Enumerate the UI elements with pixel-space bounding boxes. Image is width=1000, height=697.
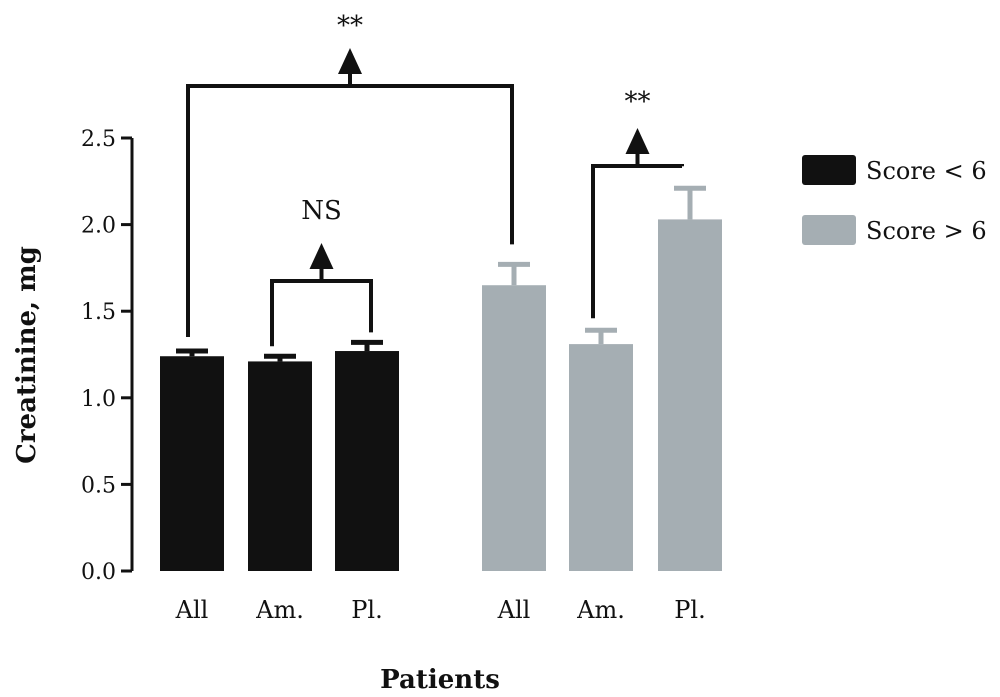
- y-ticks: 0.0 0.5 1.0 1.5 2.0 2.5: [81, 127, 132, 585]
- y-tick-label: 1.5: [81, 300, 116, 325]
- y-tick-label: 0.0: [81, 560, 116, 585]
- axes: Creatinine, mg Patients: [12, 138, 500, 695]
- significance-label: **: [337, 11, 363, 41]
- x-category-label: All: [175, 596, 209, 624]
- x-category-label: All: [497, 596, 531, 624]
- bar-score-lt-6-all: [160, 356, 224, 571]
- arrow-up-icon: [309, 243, 334, 269]
- legend: Score < 6 Score > 6: [802, 155, 987, 245]
- y-tick-label: 1.0: [81, 387, 116, 412]
- legend-swatch: [802, 155, 856, 185]
- x-category-label: Am.: [255, 596, 304, 624]
- x-category-label: Pl.: [351, 596, 382, 624]
- significance-bracket: [270, 279, 373, 347]
- y-tick-label: 2.5: [81, 127, 116, 152]
- x-axis-title: Patients: [380, 665, 500, 695]
- legend-label: Score < 6: [866, 157, 987, 185]
- y-tick-label: 2.0: [81, 214, 116, 239]
- arrow-up-icon: [338, 48, 362, 74]
- x-category-label: Pl.: [674, 596, 705, 624]
- arrow-up-icon: [625, 128, 650, 154]
- significance-label: NS: [301, 196, 342, 226]
- x-category-label: Am.: [576, 596, 625, 624]
- bar-score-gt-6-all: [482, 285, 546, 571]
- legend-label: Score > 6: [866, 217, 987, 245]
- bar-score-lt-6-am: [248, 361, 312, 571]
- significance-annotations: NS ** **: [186, 11, 684, 347]
- legend-swatch: [802, 215, 856, 245]
- y-axis-title: Creatinine, mg: [12, 246, 42, 464]
- category-labels: All Am. Pl. All Am. Pl.: [175, 596, 706, 624]
- bar-score-lt-6-pl: [335, 351, 399, 571]
- bar-score-gt-6-pl: [658, 219, 722, 572]
- significance-label: **: [625, 87, 651, 117]
- significance-bracket: [186, 84, 514, 338]
- y-tick-label: 0.5: [81, 473, 116, 498]
- bars: [160, 185, 722, 572]
- bar-score-gt-6-am: [569, 344, 633, 571]
